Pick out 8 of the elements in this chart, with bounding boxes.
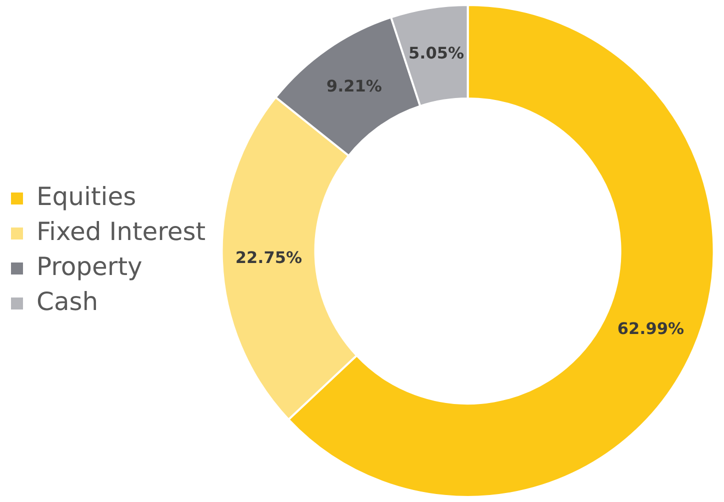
legend-label: Fixed Interest: [36, 217, 206, 246]
data-label: 5.05%: [408, 43, 464, 62]
legend-label: Property: [36, 252, 142, 281]
data-label: 22.75%: [235, 248, 302, 268]
legend-label: Cash: [36, 287, 98, 316]
data-label: 9.21%: [326, 76, 382, 96]
data-label: 62.99%: [617, 319, 684, 338]
legend-label: Equities: [36, 182, 136, 211]
